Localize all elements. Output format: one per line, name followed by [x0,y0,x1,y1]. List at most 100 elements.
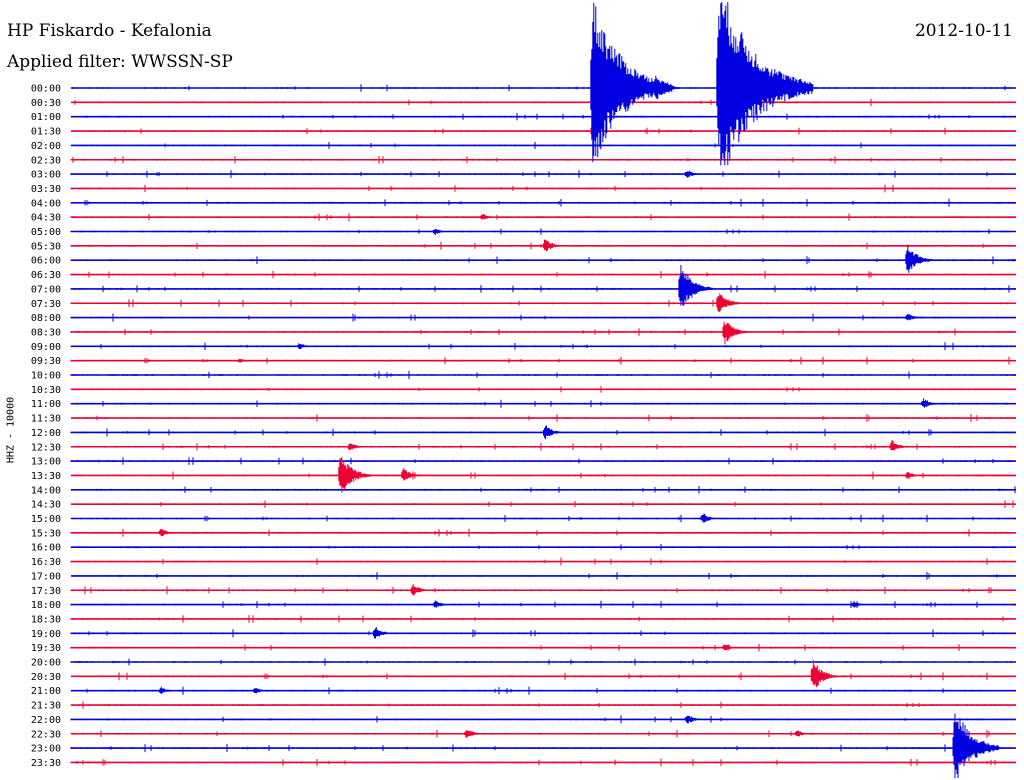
row-time-label: 06:30 [31,270,61,281]
seismic-event [297,343,314,350]
trace-noise [70,371,1016,379]
row-time-label: 12:30 [31,442,61,453]
row-time-label: 10:00 [31,371,61,382]
trace-noise [70,228,1016,235]
trace-noise [70,500,1016,509]
seismic-event [410,583,430,596]
row-time-label: 18:30 [31,614,61,625]
row-time-label: 11:30 [31,414,61,425]
trace-noise [70,544,1016,551]
y-axis-label-wrap: HHZ - 10000 [2,385,20,475]
row-time-label: 06:00 [31,256,61,267]
row-time-label: 21:30 [31,701,61,712]
trace-noise [70,729,1016,738]
row-time-label: 08:00 [31,313,61,324]
seismic-event [716,293,741,312]
seismic-event [543,239,563,252]
trace-noise [70,328,1016,336]
row-time-label: 13:30 [31,471,61,482]
trace-noise [70,486,1016,494]
seismic-event [464,730,483,738]
record-date: 2012-10-11 [914,21,1013,41]
seismic-event [543,425,563,440]
filter-label: Applied filter: WWSSN-SP [7,52,233,72]
trace-noise [70,313,1016,322]
row-time-label: 20:30 [31,672,61,683]
row-time-label: 23:00 [31,744,61,755]
row-time-label: 01:30 [31,127,61,138]
trace-noise [70,758,1016,767]
row-time-label: 09:30 [31,356,61,367]
trace-noise [70,701,1016,709]
seismic-event [253,688,270,694]
seismic-event [889,440,909,451]
row-time-label: 16:30 [31,557,61,568]
trace-noise [70,198,1016,207]
trace-noise [70,744,1016,753]
seismic-event [347,443,365,451]
row-time-label: 23:30 [31,758,61,769]
row-time-label: 02:30 [31,155,61,166]
trace-noise [70,600,1016,609]
seismic-event [700,513,719,523]
row-time-label: 04:30 [31,213,61,224]
trace-noise [70,658,1016,666]
trace-noise [70,299,1016,308]
seismic-event [158,529,176,537]
trace-noise [70,399,1016,408]
row-time-label: 01:00 [31,112,61,123]
row-time-label: 03:00 [31,170,61,181]
seismic-event [722,644,740,651]
trace-noise [70,256,1016,265]
trace-noise [70,557,1016,566]
trace-noise [70,442,1016,451]
trace-noise [70,514,1016,523]
row-time-label: 18:00 [31,600,61,611]
row-time-label: 11:00 [31,399,61,410]
row-time-label: 07:00 [31,284,61,295]
trace-noise [70,586,1016,595]
trace-noise [70,715,1016,724]
row-time-label: 17:30 [31,586,61,597]
row-time-label: 05:00 [31,227,61,238]
trace-noise [70,98,1016,106]
row-time-label: 20:00 [31,658,61,669]
row-time-label: 07:30 [31,299,61,310]
row-time-label: 04:00 [31,198,61,209]
row-time-label: 02:00 [31,141,61,152]
seismic-event [432,600,450,608]
row-time-label: 05:30 [31,241,61,252]
trace-noise [70,84,1016,92]
trace-noise [70,342,1016,351]
row-time-label: 16:00 [31,543,61,554]
trace-noise [70,386,1016,393]
row-time-label: 17:00 [31,571,61,582]
seismic-event [480,214,496,220]
seismic-event [952,713,1000,778]
seismic-event [372,627,392,639]
row-time-label: 21:00 [31,686,61,697]
trace-noise [70,643,1016,652]
seismic-event [905,314,923,321]
y-axis-label: HHZ - 10000 [5,396,17,464]
row-time-label: 15:30 [31,528,61,539]
seismic-event [158,686,175,694]
row-time-label: 08:30 [31,327,61,338]
trace-noise [70,356,1016,365]
seismic-event [237,358,253,363]
row-time-label: 00:30 [31,98,61,109]
row-time-label: 22:30 [31,729,61,740]
trace-noise [70,471,1016,480]
trace-noise [70,241,1016,250]
seismic-event [810,660,838,688]
trace-noise [70,428,1016,437]
row-time-label: 19:30 [31,643,61,654]
seismic-event [684,715,703,724]
seismic-event [653,76,680,100]
row-time-label: 10:30 [31,385,61,396]
row-time-label: 15:00 [31,514,61,525]
seismic-event [795,730,811,737]
trace-noise [70,213,1016,222]
seismic-event [338,456,371,493]
row-time-label: 22:00 [31,715,61,726]
